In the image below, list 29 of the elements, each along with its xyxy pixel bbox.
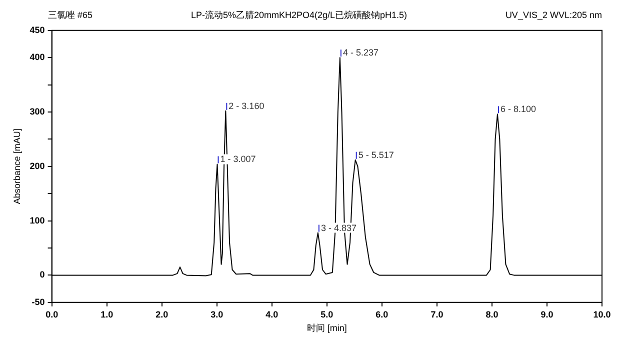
x-tick-label: 1.0	[100, 309, 114, 320]
x-tick-label: 3.0	[210, 309, 224, 320]
x-tick-label: 0.0	[46, 309, 58, 320]
annotation: 6 - 8.100	[500, 104, 536, 114]
y-tick-label: 400	[30, 52, 45, 62]
y-tick-label: 450	[30, 24, 45, 35]
x-tick-label: 8.0	[486, 309, 498, 320]
x-tick-label: 10.0	[593, 309, 611, 320]
y-tick-label: 300	[30, 106, 45, 116]
chart-subtitle: UV_VIS_2 WVL:205 nm	[505, 10, 602, 20]
y-tick-label: -50	[32, 296, 45, 307]
x-tick-label: 6.0	[376, 309, 388, 320]
x-tick-label: 4.0	[266, 309, 278, 320]
annotation: 1 - 3.007	[220, 154, 256, 164]
chart-title: LP-流动5%乙腈20mmKH2PO4(2g/L已烷磺酸钠pH1.5)	[190, 8, 408, 22]
x-tick-label: 7.0	[430, 309, 444, 320]
y-tick-label: 0	[40, 270, 45, 280]
annotation: 2 - 3.160	[228, 100, 264, 111]
x-tick-label: 2.0	[156, 309, 168, 320]
x-axis-title: 时间 [min]	[306, 323, 347, 334]
annotation: 4 - 5.237	[342, 48, 378, 58]
x-tick-label: 9.0	[540, 309, 554, 320]
y-tick-label: 100	[30, 215, 45, 226]
y-axis-title: Absorbance [mAU]	[12, 128, 22, 204]
text: 三氯唑 #65	[48, 8, 93, 22]
annotation: 3 - 4.837	[320, 222, 356, 233]
x-tick-label: 5.0	[320, 309, 334, 320]
y-tick-label: 200	[30, 160, 45, 171]
annotation: 5 - 5.517	[358, 150, 394, 160]
